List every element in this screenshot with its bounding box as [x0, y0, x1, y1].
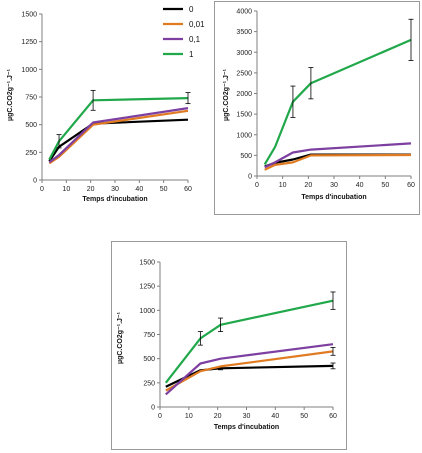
y-tick-label: 1000: [236, 132, 252, 139]
chart-3: 0 250 500 750 1000 1250 1500 0 10 20 30 40 50 60 Temps…: [117, 260, 337, 432]
x-tick-label: 10: [185, 413, 193, 420]
y-tick-label: 3500: [236, 29, 252, 36]
x-tick-label: 30: [243, 413, 251, 420]
series-line-0-1: [48, 107, 189, 164]
x-tick-label: 60: [329, 413, 337, 420]
x-tick-label: 40: [356, 182, 364, 189]
x-tick-label: 0: [40, 186, 44, 193]
y-tick-label: 0: [33, 178, 37, 185]
x-tick-label: 10: [62, 186, 70, 193]
y-tick-label: 3000: [236, 50, 252, 57]
panel-frame-2: [214, 1, 420, 215]
y-tick-label: 500: [25, 122, 37, 129]
legend: 0 0,01 0,1 1: [163, 5, 205, 59]
y-tick-label: 1500: [139, 260, 155, 267]
legend-label-0-1: 0,1: [189, 35, 201, 44]
series-line-1: [164, 299, 334, 384]
x-tick-label: 20: [304, 182, 312, 189]
x-tick-label: 40: [271, 413, 279, 420]
x-tick-label: 0: [158, 413, 162, 420]
series-line-0-01: [165, 350, 334, 392]
y-tick-label: 0: [248, 174, 252, 181]
y-tick-label: 1000: [139, 308, 155, 315]
x-tick-label: 50: [160, 186, 168, 193]
y-tick-label: 1500: [21, 12, 37, 19]
x-tick-label: 50: [381, 182, 389, 189]
y-tick-label: 2500: [236, 70, 252, 77]
series-line-0-1: [264, 142, 412, 169]
y-tick-label: 1250: [139, 284, 155, 291]
series-line-0: [48, 118, 189, 162]
x-axis-label: Temps d'incubation: [301, 194, 366, 201]
y-tick-label: 500: [143, 356, 155, 363]
y-axis-label: µgC.CO2g⁻¹.J⁻¹: [223, 68, 230, 121]
y-tick-label: 250: [143, 380, 155, 387]
y-tick-label: 750: [25, 95, 37, 102]
y-tick-label: 4000: [236, 9, 252, 16]
series-line-0-1: [165, 343, 334, 396]
y-tick-label: 1500: [236, 112, 252, 119]
y-tick-label: 750: [143, 332, 155, 339]
y-tick-label: 250: [25, 150, 37, 157]
legend-label-1: 1: [189, 50, 194, 59]
x-tick-label: 40: [135, 186, 143, 193]
x-tick-label: 60: [184, 186, 192, 193]
y-tick-label: 1250: [21, 39, 37, 46]
x-axis-label: Temps d'incubation: [214, 424, 279, 431]
series-line-1: [48, 97, 189, 161]
legend-label-0-01: 0,01: [189, 20, 205, 29]
y-axis-label: µgC.CO2g⁻¹.J⁻¹: [7, 68, 14, 121]
y-tick-label: 0: [151, 405, 155, 412]
x-tick-label: 20: [214, 413, 222, 420]
y-axis-label: µgC.CO2g⁻¹.J⁻¹: [117, 311, 124, 364]
y-tick-label: 1000: [21, 67, 37, 74]
x-tick-label: 20: [87, 186, 95, 193]
x-tick-label: 30: [111, 186, 119, 193]
x-tick-label: 30: [330, 182, 338, 189]
x-axis-label: Temps d'incubation: [82, 196, 147, 203]
x-tick-label: 50: [300, 413, 308, 420]
x-tick-label: 0: [255, 182, 259, 189]
legend-label-0: 0: [189, 5, 194, 14]
y-tick-label: 500: [240, 153, 252, 160]
panel-frame-3: [111, 241, 347, 450]
x-tick-label: 60: [407, 182, 415, 189]
series-line-0-01: [264, 153, 412, 171]
series-line-0-01: [48, 109, 189, 165]
y-tick-label: 2000: [236, 91, 252, 98]
chart-2: 0 500 1000 1500 2000 2500 3000 3500 4000 0 10 20 30 4…: [223, 9, 415, 202]
x-tick-label: 10: [279, 182, 287, 189]
